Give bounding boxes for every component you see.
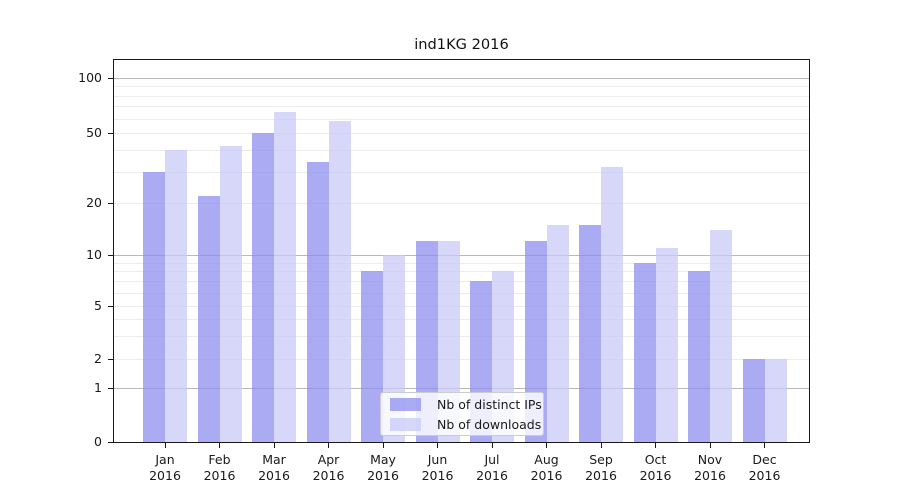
gridline-tick: [114, 203, 809, 204]
gridline-major: [114, 255, 809, 256]
gridline-minor: [114, 172, 809, 174]
x-tick: [164, 443, 166, 448]
y-tick-label: 2: [94, 351, 102, 366]
y-tick-label: 1: [94, 380, 102, 395]
gridline-minor: [114, 150, 809, 152]
x-tick: [546, 443, 548, 448]
legend-swatch-distinct-ips-icon: [390, 397, 421, 411]
chart-title: ind1KG 2016: [414, 36, 509, 53]
x-tick-label: Dec 2016: [748, 452, 781, 483]
x-tick: [491, 443, 493, 448]
gridline-major: [114, 388, 809, 389]
x-tick: [600, 443, 602, 448]
bar-distinct-ips-mar: [252, 133, 274, 442]
bar-downloads-apr: [328, 121, 351, 442]
x-tick-label: Jul 2016: [476, 452, 508, 483]
bar-distinct-ips-aug: [524, 241, 547, 442]
bar-downloads-dec: [764, 359, 787, 442]
x-tick: [382, 443, 384, 448]
y-tick-label: 20: [86, 195, 102, 210]
bar-distinct-ips-dec: [742, 359, 765, 442]
y-tick-label: 50: [86, 125, 102, 140]
legend: Nb of distinct IPs Nb of downloads: [380, 392, 544, 436]
gridline-minor: [114, 106, 809, 108]
gridline-minor: [114, 281, 809, 283]
gridline-minor: [114, 318, 809, 320]
y-tick: [108, 77, 113, 79]
y-tick: [108, 441, 113, 443]
bar-distinct-ips-jun: [415, 241, 438, 442]
legend-swatch-downloads-icon: [390, 417, 421, 431]
x-tick-label: May 2016: [367, 452, 399, 483]
bar-distinct-ips-apr: [306, 162, 329, 442]
x-tick-label: Aug 2016: [530, 452, 563, 483]
bar-distinct-ips-sep: [579, 224, 601, 442]
bar-distinct-ips-nov: [688, 271, 710, 442]
bar-distinct-ips-feb: [197, 195, 220, 442]
legend-item-distinct-ips: Nb of distinct IPs: [390, 397, 542, 412]
x-tick-label: Oct 2016: [639, 452, 672, 483]
y-tick: [108, 254, 113, 256]
y-tick: [108, 305, 113, 307]
x-tick: [709, 443, 711, 448]
x-tick-label: Jan 2016: [149, 452, 181, 483]
x-tick: [328, 443, 330, 448]
gridline-minor: [114, 271, 809, 273]
legend-label-distinct-ips: Nb of distinct IPs: [437, 396, 542, 412]
gridline-minor: [114, 292, 809, 294]
x-tick-label: Apr 2016: [312, 452, 345, 483]
bar-downloads-jan: [165, 150, 187, 442]
y-tick-label: 5: [94, 298, 102, 313]
bar-downloads-sep: [601, 167, 623, 442]
x-tick-label: Feb 2016: [203, 452, 236, 483]
x-tick-label: Nov 2016: [694, 452, 726, 483]
x-tick: [437, 443, 439, 448]
x-tick-label: Jun 2016: [421, 452, 454, 483]
y-tick: [108, 387, 113, 389]
gridline-minor: [114, 118, 809, 120]
y-tick-label: 10: [86, 247, 102, 262]
bar-downloads-feb: [219, 146, 242, 442]
bar-downloads-mar: [274, 112, 296, 442]
gridline-tick: [114, 359, 809, 360]
bar-distinct-ips-may: [361, 271, 383, 442]
y-tick-label: 0: [94, 434, 102, 449]
legend-item-downloads: Nb of downloads: [390, 417, 541, 432]
x-tick-label: Mar 2016: [258, 452, 290, 483]
gridline-tick: [114, 133, 809, 134]
gridline-minor: [114, 86, 809, 88]
gridline-tick: [114, 306, 809, 307]
x-tick: [219, 443, 221, 448]
legend-label-downloads: Nb of downloads: [437, 416, 542, 432]
y-tick-label: 100: [78, 70, 102, 85]
gridline-minor: [114, 262, 809, 264]
bar-downloads-aug: [546, 224, 569, 442]
gridline-major: [114, 78, 809, 79]
bar-distinct-ips-jan: [143, 172, 165, 442]
y-tick: [108, 202, 113, 204]
gridline-minor: [114, 335, 809, 337]
bar-downloads-jun: [437, 241, 460, 442]
y-tick: [108, 132, 113, 134]
y-tick: [108, 358, 113, 360]
bar-downloads-oct: [655, 247, 678, 442]
x-tick-label: Sep 2016: [585, 452, 617, 483]
x-tick: [655, 443, 657, 448]
x-tick: [273, 443, 275, 448]
gridline-minor: [114, 95, 809, 97]
x-tick: [764, 443, 766, 448]
bar-downloads-nov: [710, 229, 732, 442]
bar-distinct-ips-oct: [633, 262, 656, 442]
